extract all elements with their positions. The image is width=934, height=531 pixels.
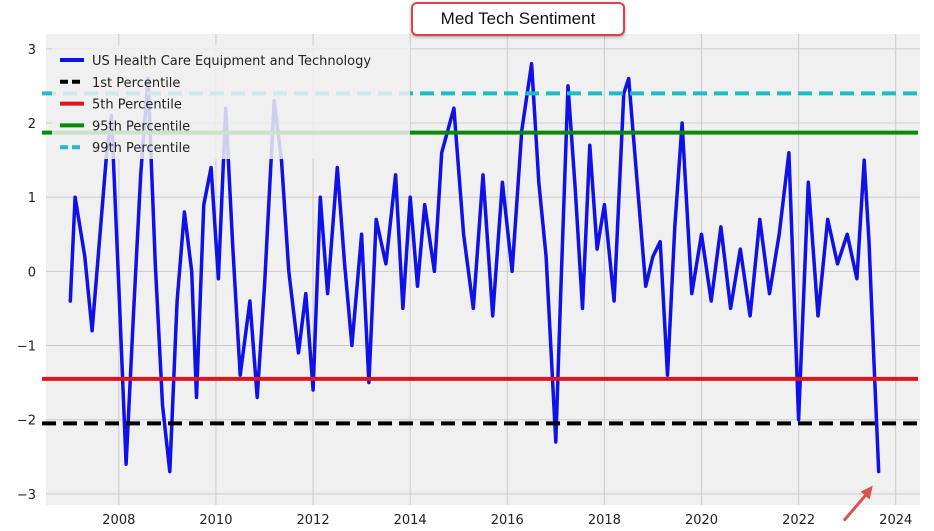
y-tick-label: 1 [28,191,36,206]
legend-label: 5th Percentile [92,98,182,113]
x-tick-label: 2024 [879,513,912,528]
legend-label: 99th Percentile [92,141,190,156]
legend-label: US Health Care Equipment and Technology [92,54,371,69]
x-tick-label: 2010 [199,513,232,528]
legend-label: 1st Percentile [92,76,180,91]
y-tick-label: −1 [17,340,36,355]
annotation-arrow-shaft [843,490,871,522]
x-tick-label: 2018 [588,513,621,528]
y-tick-label: −2 [17,414,36,429]
y-tick-label: 0 [28,265,36,280]
x-tick-label: 2016 [491,513,524,528]
legend-box [52,45,410,159]
x-tick-label: 2022 [782,513,815,528]
y-tick-label: 3 [28,43,36,58]
legend-label: 95th Percentile [92,119,190,134]
y-tick-label: −3 [17,488,36,503]
x-tick-label: 2012 [297,513,330,528]
y-tick-label: 2 [28,117,36,132]
annotation-arrow-head [860,485,873,500]
x-tick-label: 2014 [394,513,427,528]
chart-title: Med Tech Sentiment [411,2,625,36]
x-tick-label: 2008 [102,513,135,528]
x-tick-label: 2020 [685,513,718,528]
series-line-health-care [68,61,881,474]
